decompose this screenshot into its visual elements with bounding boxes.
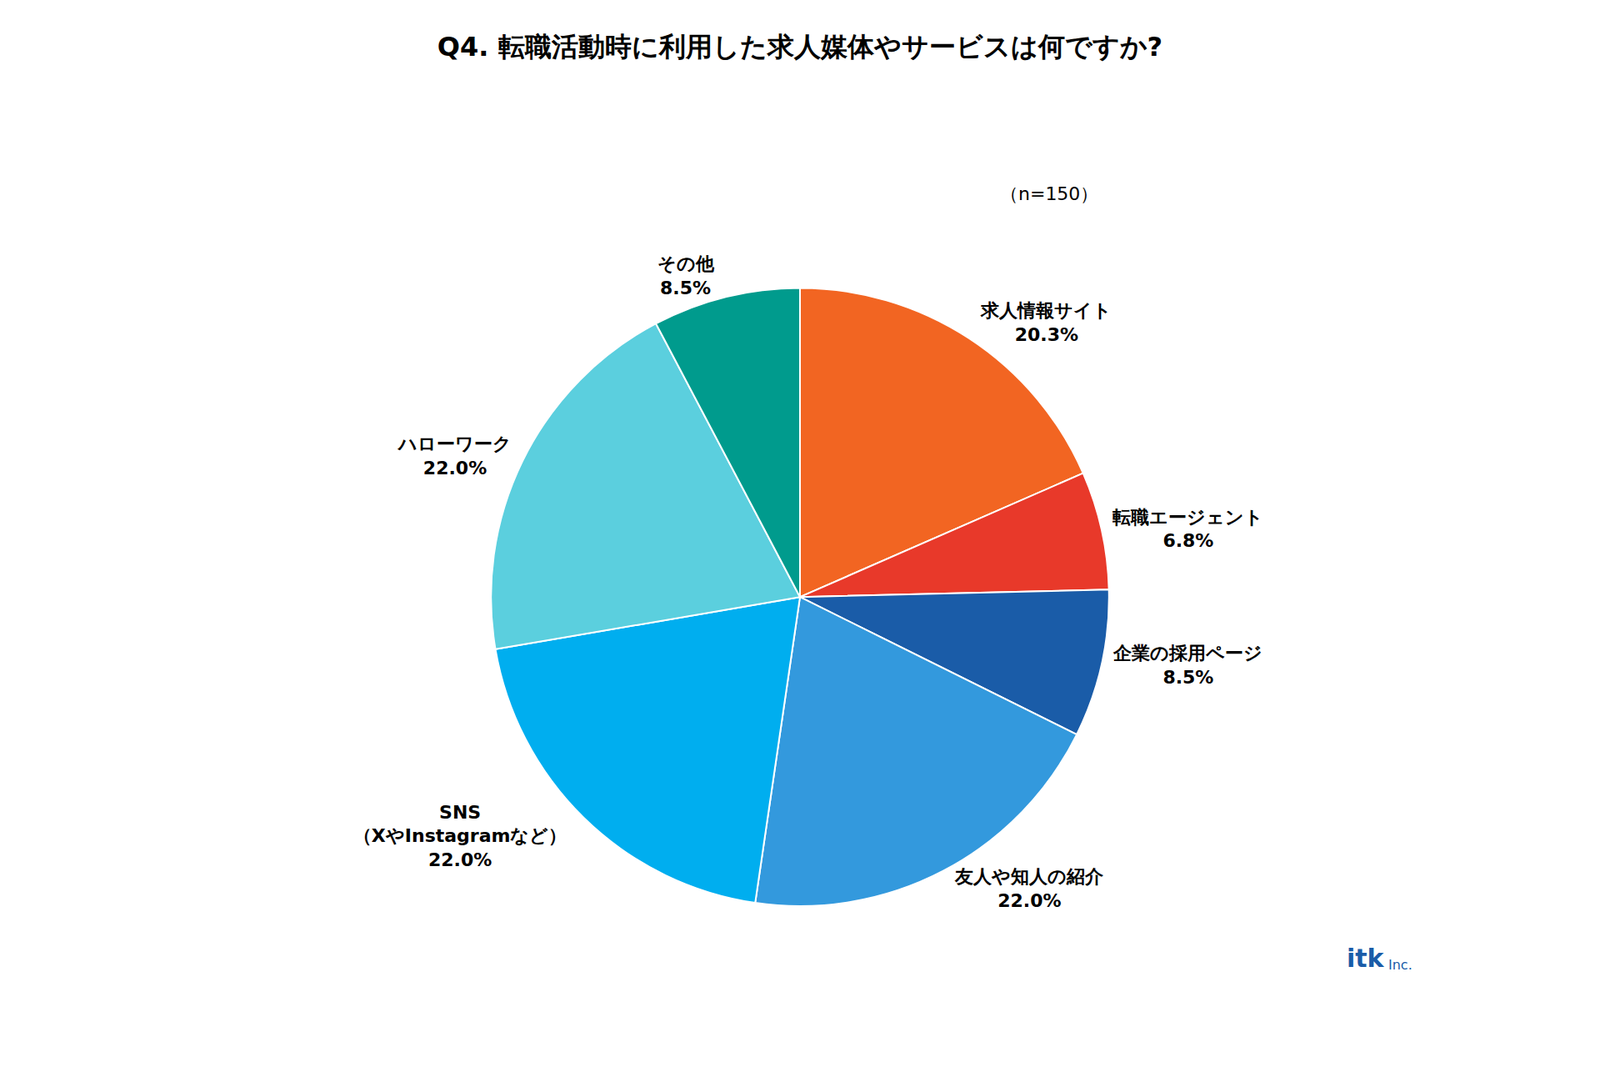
svg-text:友人や知人の紹介22.0%: 友人や知人の紹介22.0% xyxy=(954,865,1105,911)
svg-text:Q4. 転職活動時に利用した求人媒体やサービスは何ですか?: Q4. 転職活動時に利用した求人媒体やサービスは何ですか? xyxy=(437,30,1163,63)
svg-text:ハローワーク22.0%: ハローワーク22.0% xyxy=(396,433,512,479)
svg-text:（n=150）: （n=150） xyxy=(1000,183,1099,205)
svg-text:itk: itk xyxy=(1346,943,1385,973)
svg-text:Inc.: Inc. xyxy=(1388,956,1413,973)
svg-text:企業の採用ページ8.5%: 企業の採用ページ8.5% xyxy=(1112,642,1263,688)
svg-text:SNS（XやInstagramなど）22.0%: SNS（XやInstagramなど）22.0% xyxy=(353,801,568,870)
svg-text:その他8.5%: その他8.5% xyxy=(657,253,715,299)
svg-text:求人情報サイト20.3%: 求人情報サイト20.3% xyxy=(980,300,1112,345)
svg-text:転職エージェント6.8%: 転職エージェント6.8% xyxy=(1112,506,1264,552)
